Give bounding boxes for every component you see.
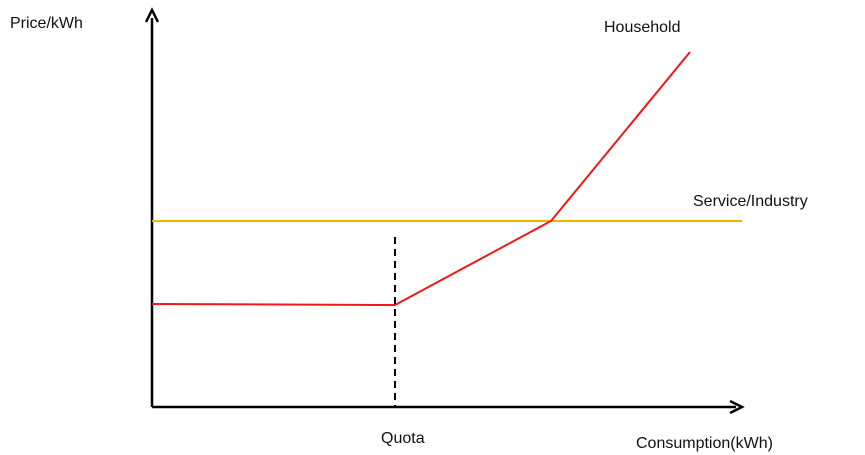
household-label: Household (604, 19, 681, 36)
quota-label: Quota (381, 430, 425, 447)
household-line (151, 51, 691, 307)
x-axis-arrow (729, 399, 745, 415)
service-label: Service/Industry (693, 193, 808, 210)
y-axis-label: Price/kWh (10, 15, 83, 32)
y-axis-arrow (144, 7, 160, 23)
x-axis-label: Consumption(kWh) (636, 435, 773, 452)
